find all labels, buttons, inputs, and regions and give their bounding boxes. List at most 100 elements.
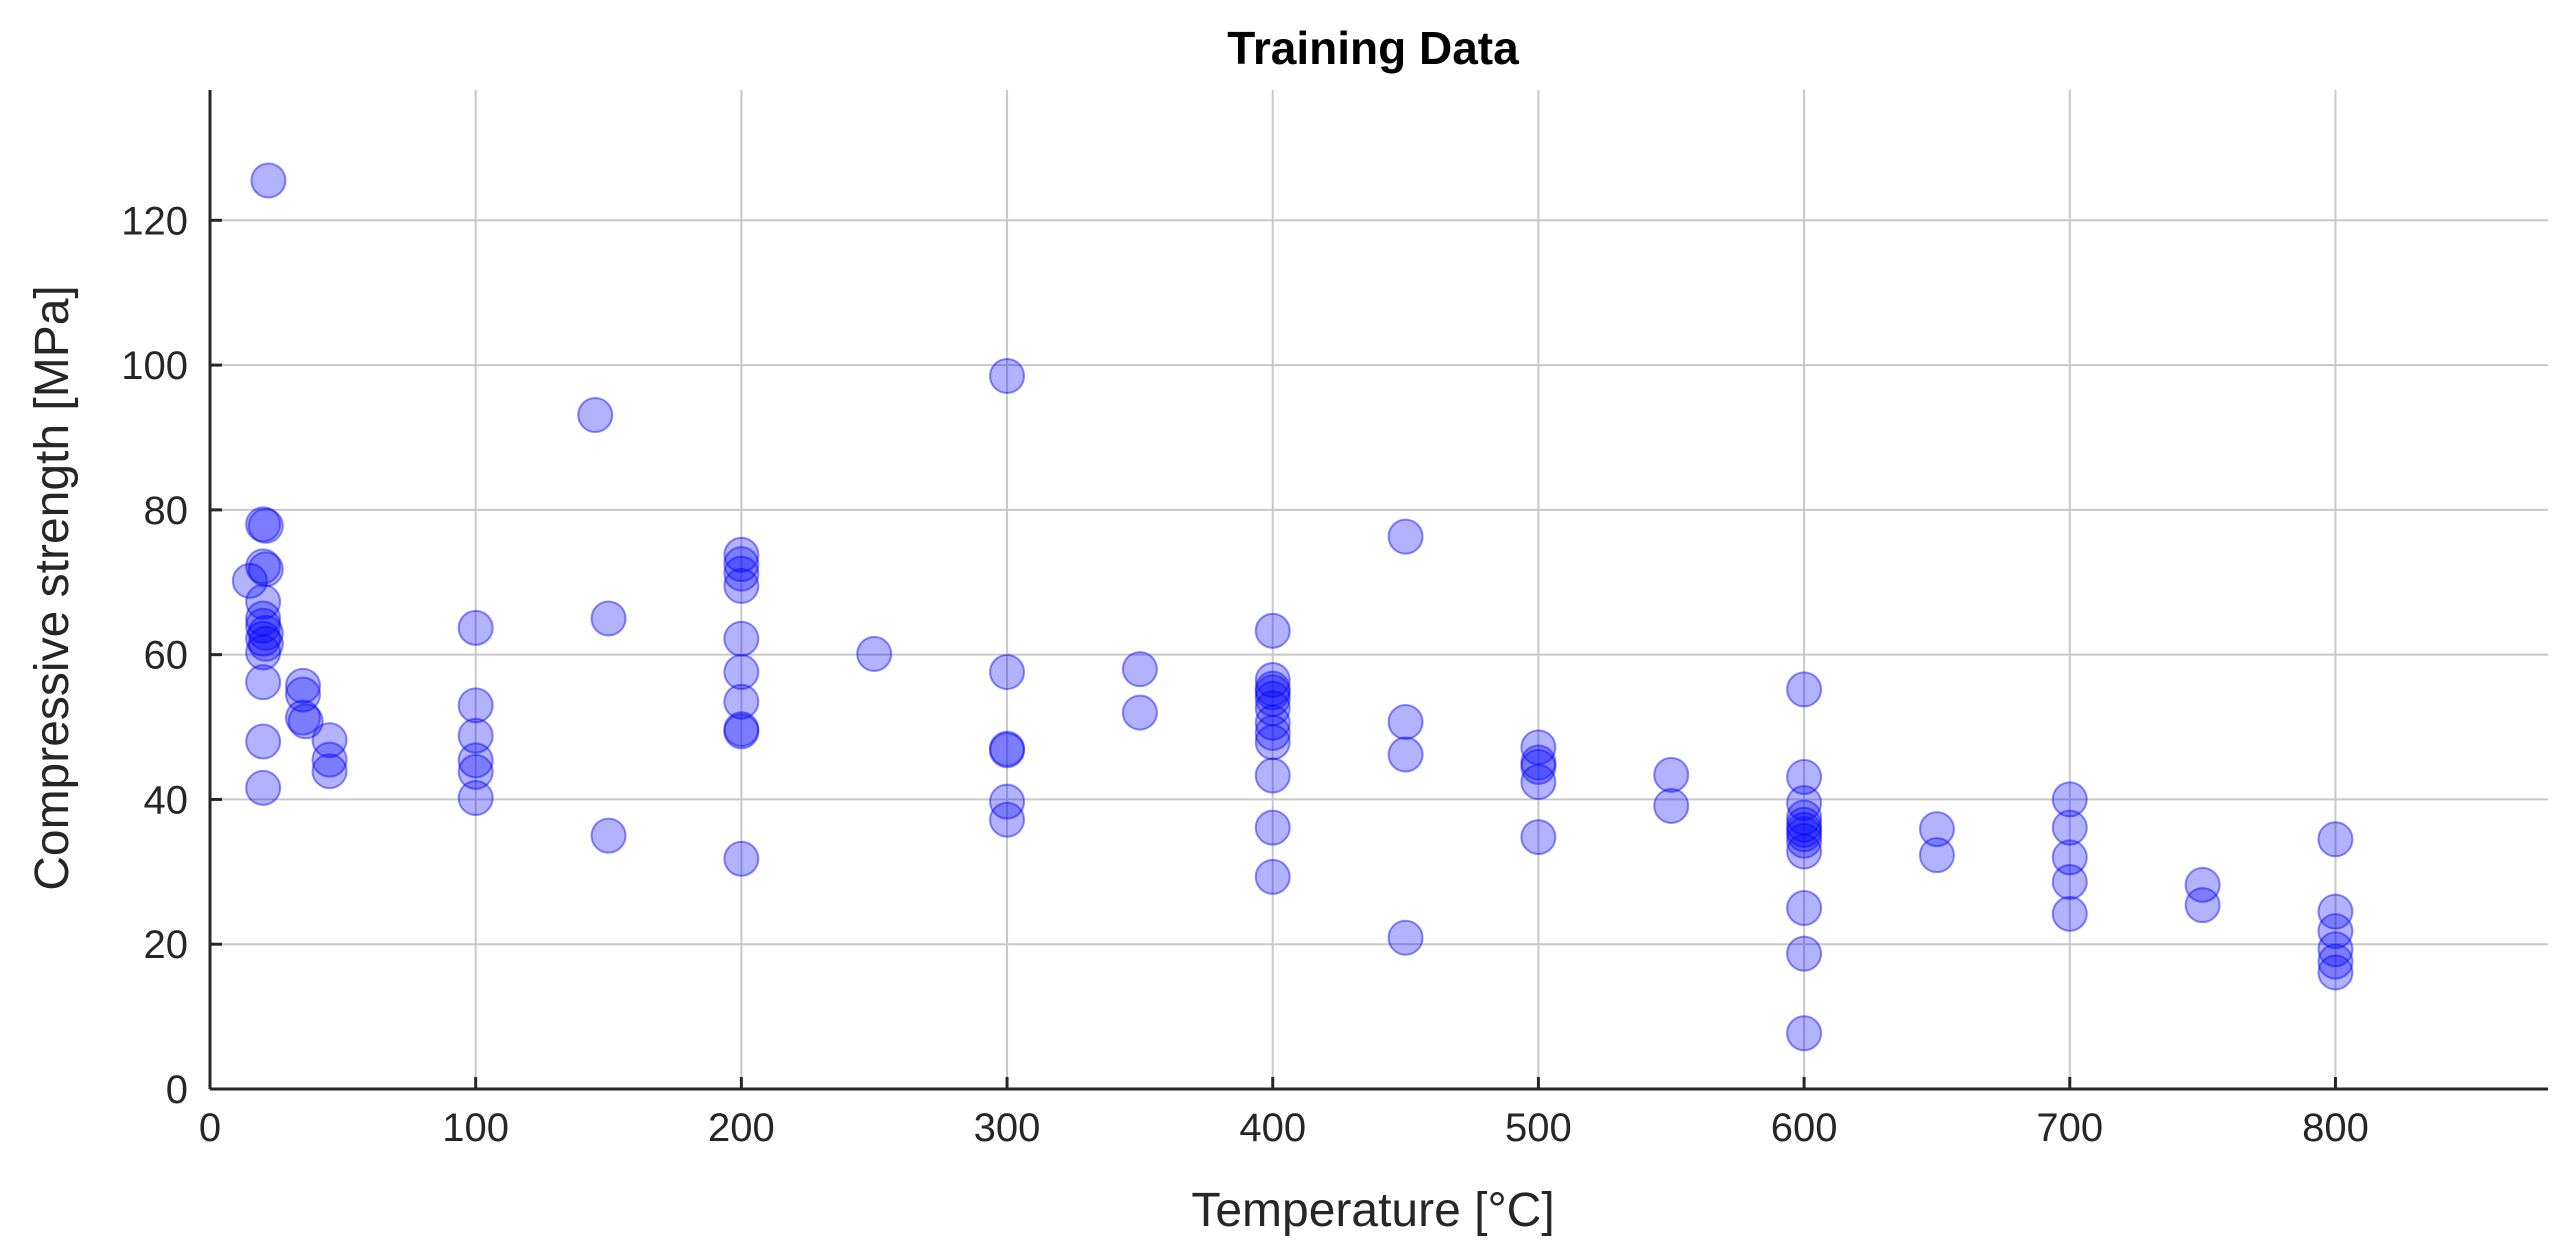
x-tick-label: 600	[1771, 1106, 1838, 1150]
x-tick-label: 300	[974, 1106, 1041, 1150]
data-point	[1121, 694, 1158, 731]
data-point	[1786, 935, 1823, 972]
data-point	[2051, 809, 2088, 846]
data-point	[245, 620, 282, 657]
data-point	[247, 625, 284, 662]
x-tick-label: 200	[708, 1106, 775, 1150]
data-point	[723, 840, 760, 877]
data-point	[1254, 674, 1291, 711]
data-point	[245, 664, 282, 701]
data-point	[457, 779, 494, 816]
data-point	[245, 769, 282, 806]
data-point	[723, 567, 760, 604]
data-point	[1520, 819, 1557, 856]
data-point	[1254, 704, 1291, 741]
data-point	[1254, 714, 1291, 751]
data-point	[989, 732, 1026, 769]
data-point	[856, 635, 893, 672]
x-tick-label: 0	[199, 1106, 221, 1150]
data-point	[245, 583, 282, 620]
data-point	[2051, 839, 2088, 876]
data-point	[457, 687, 494, 724]
data-point	[2317, 913, 2354, 950]
data-point	[2184, 887, 2221, 924]
data-point	[457, 753, 494, 790]
data-point	[311, 722, 348, 759]
x-axis-label: Temperature [°C]	[1191, 1184, 1554, 1237]
data-point	[1254, 690, 1291, 727]
axes	[208, 90, 2548, 1091]
data-point	[245, 548, 282, 585]
data-point	[245, 607, 282, 644]
data-point	[1520, 748, 1557, 785]
data-point	[989, 730, 1026, 767]
data-point	[590, 600, 627, 637]
data-point	[723, 620, 760, 657]
data-point	[590, 817, 627, 854]
data-point	[2317, 943, 2354, 980]
chart-title: Training Data	[1227, 22, 1519, 74]
data-point	[284, 667, 321, 704]
data-point	[1520, 744, 1557, 781]
data-point	[2317, 821, 2354, 858]
x-tick-label: 800	[2302, 1106, 2369, 1150]
data-point	[245, 506, 282, 543]
data-point	[989, 783, 1026, 820]
data-point	[250, 162, 287, 199]
data-point	[723, 555, 760, 592]
data-point	[1918, 837, 1955, 874]
x-tick-label: 700	[2036, 1106, 2103, 1150]
data-point	[457, 609, 494, 646]
data-point	[231, 562, 268, 599]
data-point	[1387, 518, 1424, 555]
data-point	[1254, 612, 1291, 649]
y-tick-label: 60	[144, 634, 189, 678]
data-point	[1387, 736, 1424, 773]
data-point	[2051, 895, 2088, 932]
data-point	[284, 676, 321, 713]
data-point	[1786, 811, 1823, 848]
data-point	[1786, 758, 1823, 795]
data-point	[989, 654, 1026, 691]
data-point	[1786, 833, 1823, 870]
data-point	[1254, 809, 1291, 846]
x-tick-label: 400	[1239, 1106, 1306, 1150]
data-point	[1786, 799, 1823, 836]
data-point	[457, 717, 494, 754]
data-point	[1254, 757, 1291, 794]
y-tick-label: 80	[144, 489, 189, 533]
data-point	[2317, 954, 2354, 991]
data-point	[1786, 816, 1823, 853]
data-point	[2317, 893, 2354, 930]
grid-lines	[210, 90, 2548, 1089]
data-point	[1786, 785, 1823, 822]
data-point	[1653, 756, 1690, 793]
data-point	[311, 753, 348, 790]
data-point	[2051, 781, 2088, 818]
y-tick-label: 0	[166, 1068, 188, 1112]
data-point	[245, 723, 282, 760]
data-point	[1653, 787, 1690, 824]
data-point	[723, 711, 760, 748]
data-point	[1520, 764, 1557, 801]
data-point	[723, 536, 760, 573]
data-point	[247, 507, 284, 544]
data-point	[989, 357, 1026, 394]
y-tick-label: 120	[121, 199, 188, 243]
data-point	[247, 551, 284, 588]
data-point	[245, 634, 282, 671]
data-point	[1254, 858, 1291, 895]
data-point	[1387, 919, 1424, 956]
x-tick-label: 500	[1505, 1106, 1572, 1150]
data-point	[2184, 866, 2221, 903]
data-point	[723, 683, 760, 720]
data-point	[311, 741, 348, 778]
data-point	[457, 742, 494, 779]
data-point	[1121, 651, 1158, 688]
data-point	[1387, 703, 1424, 740]
y-tick-label: 100	[121, 344, 188, 388]
data-point	[723, 654, 760, 691]
data-point	[2317, 931, 2354, 968]
tick-labels: 0 100 200 300 400 500 600 700 800 0 20 40 60 80 100 120	[121, 199, 2369, 1150]
